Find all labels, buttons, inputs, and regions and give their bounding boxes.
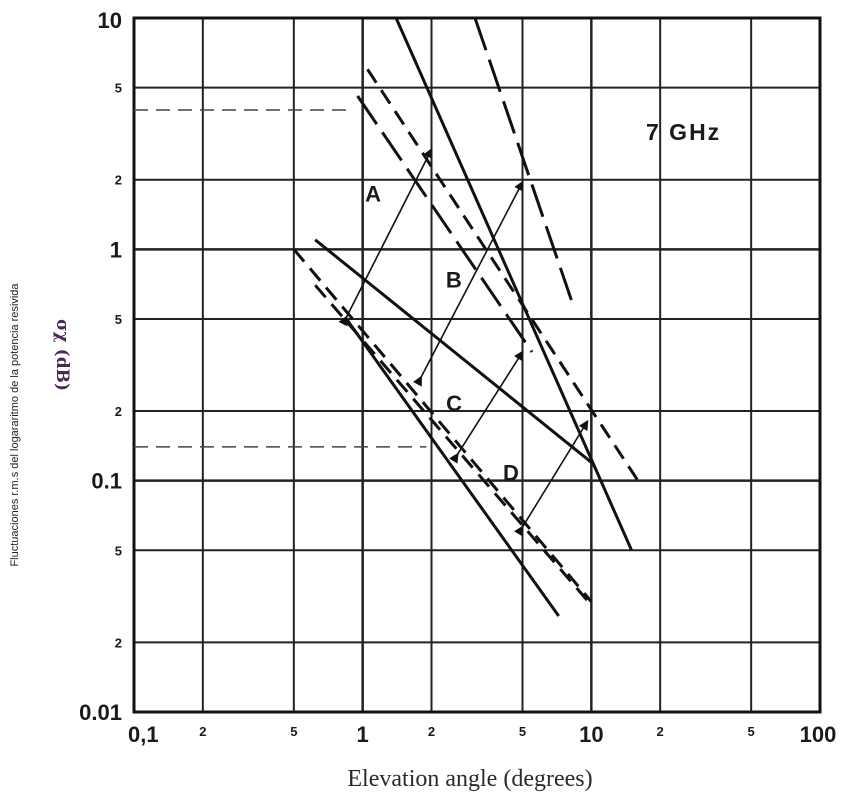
reference-lines bbox=[134, 109, 427, 448]
range-arrows: A B C D bbox=[338, 147, 589, 537]
series-lines bbox=[292, 17, 640, 617]
plot-frame bbox=[132, 16, 822, 714]
series-line-D-upper-dashed bbox=[314, 284, 593, 606]
range-arrow-A bbox=[338, 147, 433, 327]
x-tick-label-1: 2 bbox=[199, 724, 206, 739]
y-tick-label-8: 5 bbox=[115, 81, 122, 96]
x-tick-label-2: 5 bbox=[290, 724, 297, 739]
y-tick-label-6: 1 bbox=[110, 237, 122, 262]
y-axis-symbol: σχ (dB) bbox=[52, 319, 72, 391]
range-arrow-B bbox=[412, 180, 524, 387]
series-line-B-upper-longdash bbox=[473, 17, 574, 302]
x-tick-label-0: 0,1 bbox=[128, 722, 159, 747]
range-arrow-C bbox=[449, 350, 524, 464]
x-tick-label-6: 10 bbox=[579, 722, 603, 747]
range-label-C: C bbox=[446, 391, 462, 416]
x-tick-label-9: 100 bbox=[800, 722, 837, 747]
y-tick-label-1: 2 bbox=[115, 635, 122, 650]
series-line-C-lower-solid bbox=[345, 318, 560, 617]
series-line-A-lower-longdash bbox=[356, 95, 534, 353]
y-tick-label-4: 2 bbox=[115, 404, 122, 419]
y-tick-label-0: 0.01 bbox=[79, 700, 122, 725]
x-tick-label-7: 2 bbox=[657, 724, 664, 739]
range-label-A: A bbox=[365, 181, 381, 206]
range-label-D: D bbox=[503, 460, 519, 485]
series-line-A-upper-dashed bbox=[366, 68, 640, 482]
y-tick-label-9: 10 bbox=[98, 8, 122, 33]
x-axis-label: Elevation angle (degrees) bbox=[347, 766, 592, 792]
y-tick-label-3: 0.1 bbox=[91, 469, 122, 494]
frequency-annotation: 7 GHz bbox=[646, 119, 721, 145]
range-label-B: B bbox=[446, 268, 462, 293]
x-tick-label-8: 5 bbox=[748, 724, 755, 739]
tick-labels: 0,1 2 5 1 2 5 10 2 5 100 0.01 2 5 0.1 2 5 1 2 5 10 bbox=[79, 8, 836, 747]
y-tick-label-2: 5 bbox=[115, 543, 122, 558]
x-tick-label-5: 5 bbox=[519, 724, 526, 739]
range-arrow-D bbox=[514, 419, 589, 537]
y-axis-label: Fluctuaciones r.m.s del logararitmo de l… bbox=[9, 283, 21, 567]
y-tick-label-7: 2 bbox=[115, 173, 122, 188]
y-tick-label-5: 5 bbox=[115, 312, 122, 327]
x-tick-label-3: 1 bbox=[357, 722, 369, 747]
x-tick-label-4: 2 bbox=[428, 724, 435, 739]
